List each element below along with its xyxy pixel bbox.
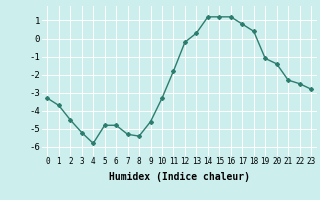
- X-axis label: Humidex (Indice chaleur): Humidex (Indice chaleur): [109, 172, 250, 182]
